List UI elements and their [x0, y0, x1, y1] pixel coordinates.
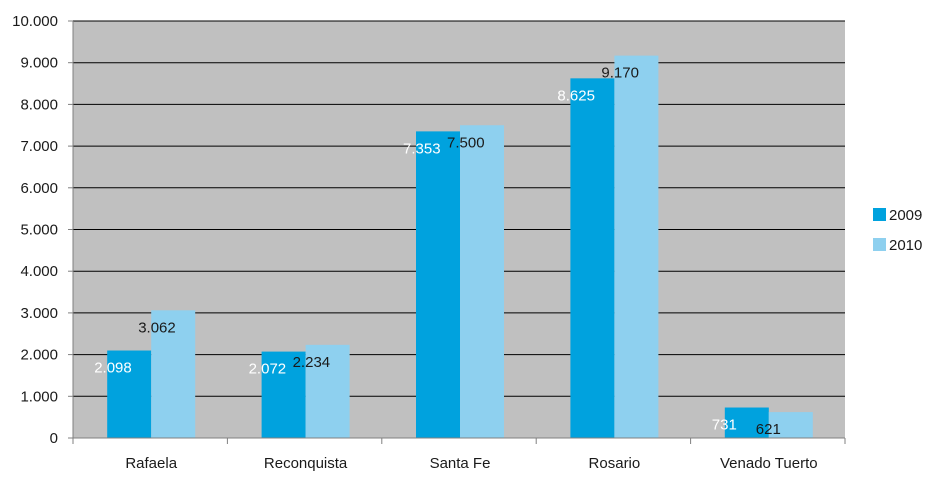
y-axis-ticks: 0 1.000 2.000 3.000 4.000 5.000 6.000 7.000 8.00… [12, 13, 73, 447]
data-label: 731 [712, 417, 737, 434]
y-tick-label: 2.000 [20, 347, 58, 364]
bar-2009-rafaela [107, 350, 152, 438]
legend-swatch [873, 238, 886, 251]
data-label: 2.072 [249, 361, 287, 378]
y-tick-label: 8.000 [20, 96, 58, 113]
y-tick-label: 1.000 [20, 388, 58, 405]
x-tick-label: Venado Tuerto [720, 455, 818, 472]
data-label: 9.170 [601, 65, 639, 82]
y-tick-label: 9.000 [20, 55, 58, 72]
y-tick-label: 4.000 [20, 263, 58, 280]
bar-2009-santa-fe [416, 131, 460, 439]
legend: 2009 2010 [873, 207, 922, 254]
data-label: 2.098 [94, 360, 132, 377]
legend-swatch [873, 208, 886, 221]
y-tick-label: 10.000 [12, 13, 58, 30]
bar-2009-venado-tuerto [724, 407, 769, 438]
data-label: 3.062 [138, 319, 176, 336]
bar-2010-rafaela [151, 310, 196, 438]
y-tick-label: 0 [50, 430, 58, 447]
bar-2010-venado-tuerto [768, 412, 813, 438]
x-tick-label: Rosario [589, 455, 641, 472]
bar-2010-rosario [614, 55, 659, 439]
y-tick-label: 6.000 [20, 180, 58, 197]
bar-2010-reconquista [305, 344, 350, 438]
x-tick-label: Rafaela [125, 455, 177, 472]
bar-2009-rosario [570, 78, 615, 439]
x-tick-label: Santa Fe [430, 455, 491, 472]
bar-2009-reconquista [261, 351, 306, 438]
y-tick-label: 5.000 [20, 222, 58, 239]
data-label: 621 [756, 421, 781, 438]
data-label: 7.353 [403, 140, 441, 157]
bar-2010-santa-fe [460, 125, 504, 438]
legend-label: 2010 [889, 237, 922, 254]
bars [107, 55, 813, 439]
y-tick-label: 3.000 [20, 305, 58, 322]
legend-label: 2009 [889, 207, 922, 224]
x-tick-label: Reconquista [264, 455, 348, 472]
data-label: 2.234 [293, 354, 331, 371]
x-axis-ticks: Rafaela Reconquista Santa Fe Rosario Venado … [72, 438, 846, 472]
data-labels: 2.098 3.062 2.072 2.234 7.353 7.500 8.625 9.170… [94, 65, 781, 438]
data-label: 7.500 [447, 134, 485, 151]
y-tick-label: 7.000 [20, 138, 58, 155]
data-label: 8.625 [557, 87, 595, 104]
